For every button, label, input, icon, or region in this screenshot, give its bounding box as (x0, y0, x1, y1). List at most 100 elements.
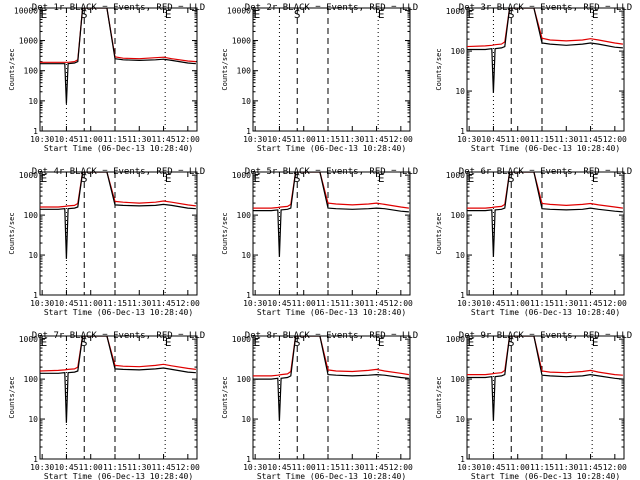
y-tick-label: 10 (455, 87, 465, 96)
x-tick-label: 11:45 (579, 135, 603, 144)
y-tick-label: 1000 (19, 335, 38, 344)
x-axis-label: Start Time (06-Dec-13 10:28:40) (257, 144, 406, 153)
y-tick-label: 10000 (14, 6, 38, 15)
y-tick-label: 100 (451, 375, 466, 384)
x-tick-label: 10:30 (243, 135, 267, 144)
y-axis-label: Counts/sec (8, 212, 16, 254)
plot-frame (466, 335, 625, 460)
x-tick-label: 10:45 (481, 135, 505, 144)
x-tick-label: 11:00 (506, 135, 530, 144)
y-tick-label: 10 (241, 251, 251, 260)
plot-frame (252, 171, 411, 296)
phase-annotation: E (378, 336, 385, 349)
y-tick-label: 10 (28, 251, 38, 260)
y-tick-label: 1000 (446, 171, 465, 180)
plot-frame (466, 171, 625, 296)
x-tick-label: 11:45 (152, 299, 176, 308)
events-series-line (40, 8, 196, 104)
phase-annotation: S (294, 336, 301, 349)
lld-series-line (467, 8, 623, 48)
x-axis-label: Start Time (06-Dec-13 10:28:40) (44, 308, 193, 317)
y-tick-label: 100 (237, 211, 252, 220)
x-tick-label: 10:45 (54, 299, 78, 308)
detector-panel: 1 10 100 1000 10:30 10:45 11:00 11:15 11:30 11:45… (8, 331, 205, 480)
phase-annotation: E (592, 336, 599, 349)
x-tick-label: 11:45 (365, 135, 389, 144)
x-tick-label: 10:30 (457, 299, 481, 308)
x-tick-label: 11:30 (554, 463, 578, 472)
x-tick-label: 11:00 (506, 299, 530, 308)
y-tick-label: 10 (28, 97, 38, 106)
events-series-line (467, 172, 623, 257)
panel-title: Det 4r BLACK = Events, RED = LLD (32, 167, 205, 177)
phase-annotation: E (468, 336, 475, 349)
x-tick-label: 12:00 (176, 299, 200, 308)
x-tick-label: 11:45 (579, 463, 603, 472)
x-tick-label: 10:45 (481, 299, 505, 308)
x-tick-label: 11:30 (554, 135, 578, 144)
x-tick-label: 11:45 (365, 463, 389, 472)
lld-series-line (40, 8, 196, 63)
x-tick-label: 11:00 (292, 135, 316, 144)
x-tick-label: 12:00 (176, 463, 200, 472)
phase-annotation: E (592, 8, 599, 21)
x-tick-label: 11:30 (340, 135, 364, 144)
phase-annotation: E (165, 336, 172, 349)
x-tick-label: 11:30 (340, 463, 364, 472)
x-tick-label: 11:30 (340, 299, 364, 308)
phase-annotation: E (254, 8, 261, 21)
x-axis-label: Start Time (06-Dec-13 10:28:40) (44, 472, 193, 480)
x-tick-label: 11:15 (103, 135, 127, 144)
x-tick-label: 11:30 (127, 463, 151, 472)
detector-panel: 1 10 100 1000 10:30 10:45 11:00 11:15 11:30 11:45… (221, 167, 418, 317)
y-tick-label: 100 (237, 67, 252, 76)
y-tick-label: 10000 (227, 6, 251, 15)
lld-series-line (253, 336, 409, 377)
y-tick-label: 1 (460, 455, 465, 464)
events-series-line (253, 172, 409, 257)
x-tick-label: 10:30 (30, 135, 54, 144)
x-tick-label: 10:45 (54, 135, 78, 144)
plot-frame (466, 7, 625, 132)
lld-series-line (40, 172, 196, 208)
x-tick-label: 11:30 (127, 299, 151, 308)
x-tick-label: 12:00 (389, 135, 413, 144)
phase-annotation: S (294, 172, 301, 185)
x-tick-label: 12:00 (603, 299, 627, 308)
x-tick-label: 10:45 (267, 463, 291, 472)
plot-frame (252, 335, 411, 460)
y-axis-label: Counts/sec (435, 376, 443, 418)
phase-annotation: S (508, 8, 515, 21)
x-tick-label: 12:00 (389, 463, 413, 472)
x-axis-label: Start Time (06-Dec-13 10:28:40) (257, 308, 406, 317)
x-tick-label: 11:15 (103, 463, 127, 472)
lld-series-line (40, 336, 196, 372)
x-tick-label: 11:45 (365, 299, 389, 308)
x-tick-label: 12:00 (389, 299, 413, 308)
events-series-line (40, 172, 196, 259)
x-axis-label: Start Time (06-Dec-13 10:28:40) (471, 308, 620, 317)
panel-title: Det 5r BLACK = Events, RED = LLD (245, 167, 418, 177)
detector-panel: 1 10 100 1000 10:30 10:45 11:00 11:15 11:30 11:45… (435, 3, 632, 153)
x-tick-label: 12:00 (603, 135, 627, 144)
detector-panel: 1 10 100 1000 10000 10:30 10:45 11:00 11:15 11:30… (221, 3, 418, 153)
detector-panel: 1 10 100 1000 10:30 10:45 11:00 11:15 11:30 11:45… (8, 167, 205, 317)
y-tick-label: 100 (24, 375, 39, 384)
x-tick-label: 11:00 (79, 299, 103, 308)
x-tick-label: 11:15 (316, 135, 340, 144)
x-tick-label: 11:15 (530, 299, 554, 308)
y-tick-label: 1000 (232, 37, 251, 46)
x-tick-label: 11:45 (579, 299, 603, 308)
y-tick-label: 1 (33, 291, 38, 300)
lld-series-line (467, 172, 623, 209)
x-tick-label: 11:15 (103, 299, 127, 308)
phase-annotation: S (508, 336, 515, 349)
y-axis-label: Counts/sec (221, 376, 229, 418)
x-tick-label: 10:45 (54, 463, 78, 472)
x-tick-label: 10:30 (30, 299, 54, 308)
phase-annotation: E (41, 336, 48, 349)
phase-annotation: E (41, 8, 48, 21)
detector-panel: 1 10 100 1000 10:30 10:45 11:00 11:15 11:30 11:45… (221, 331, 418, 480)
phase-annotation: E (378, 172, 385, 185)
x-tick-label: 11:15 (530, 135, 554, 144)
